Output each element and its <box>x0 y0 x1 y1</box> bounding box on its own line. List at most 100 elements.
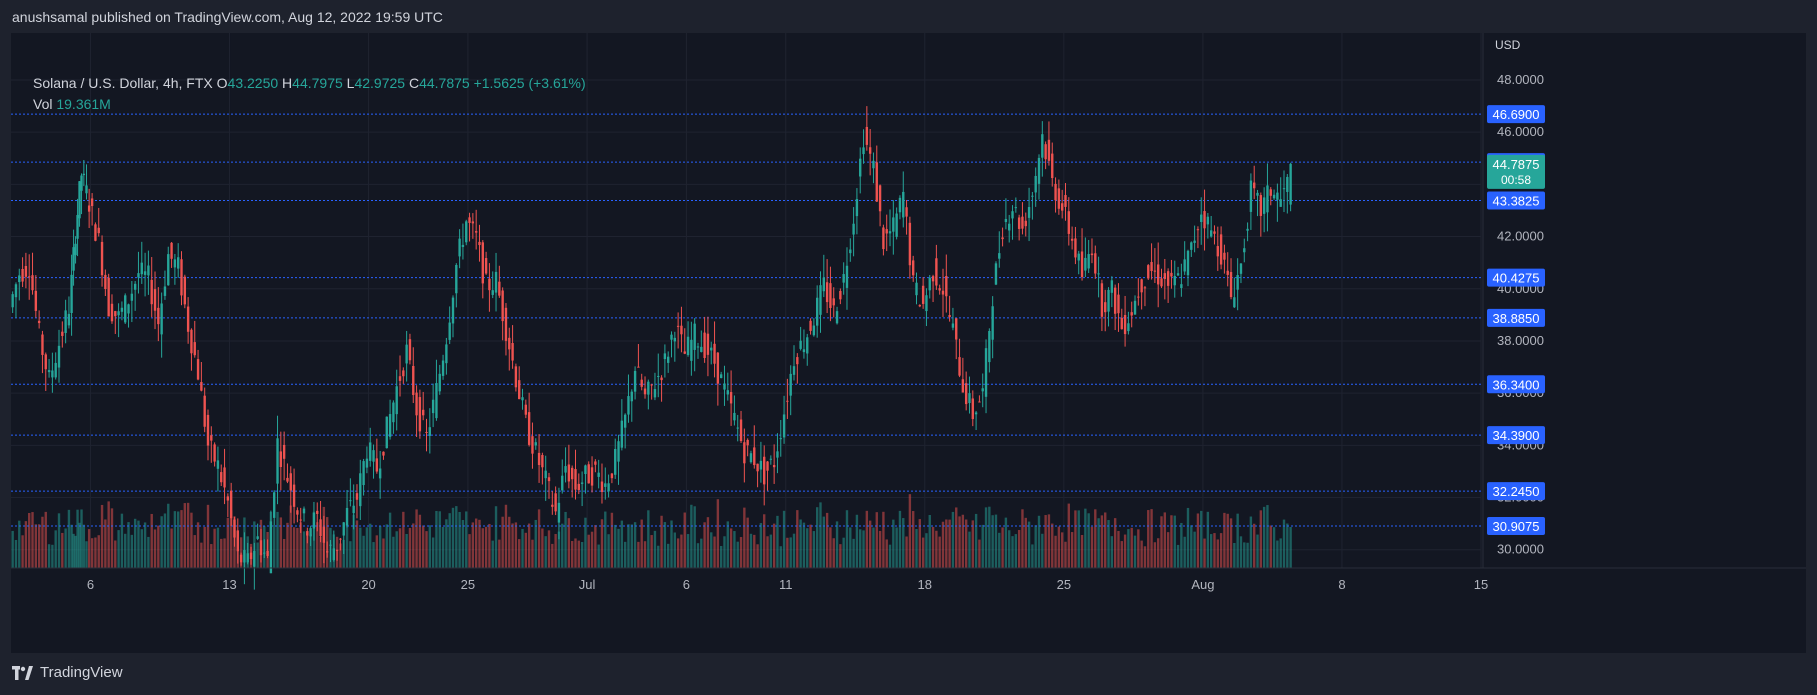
candle-body <box>637 366 640 368</box>
volume-bar <box>1236 513 1239 568</box>
volume-bar <box>398 528 402 568</box>
chart-frame[interactable]: USD30.000032.000034.000036.000038.000040… <box>11 33 1806 653</box>
candle-body <box>1282 188 1286 190</box>
chart-canvas[interactable]: USD30.000032.000034.000036.000038.000040… <box>11 33 1806 653</box>
volume-value: 19.361M <box>56 96 111 112</box>
candle-body <box>289 473 292 491</box>
volume-bar <box>1120 541 1123 568</box>
y-tick-label: 38.0000 <box>1497 333 1544 348</box>
candle-body <box>78 181 81 219</box>
candle-body <box>998 253 1001 259</box>
volume-bar <box>1031 544 1034 568</box>
level-badge <box>1487 191 1545 210</box>
candle-body <box>1170 272 1173 277</box>
candle-body <box>302 508 306 514</box>
candle-body <box>422 409 425 416</box>
volume-bar <box>1060 532 1064 568</box>
volume-bar <box>100 504 104 568</box>
candle-body <box>1219 234 1223 265</box>
candle-body <box>786 400 789 402</box>
volume-bar <box>786 537 789 568</box>
candle-body <box>1180 284 1183 288</box>
volume-bar <box>206 504 210 568</box>
volume-bar <box>1289 526 1292 568</box>
candle-body <box>792 366 796 375</box>
volume-bar <box>614 524 617 568</box>
volume-bar <box>1147 510 1150 568</box>
volume-bar <box>378 525 382 568</box>
candle-body <box>405 344 408 364</box>
volume-bar <box>501 516 504 568</box>
volume-bar <box>1190 525 1193 568</box>
candle-body <box>885 229 888 234</box>
candle-body <box>1113 287 1117 314</box>
volume-bar <box>1008 530 1011 568</box>
candle-body <box>170 242 173 259</box>
candle-body <box>633 370 637 392</box>
volume-bar <box>865 510 869 568</box>
candle-body <box>806 337 809 354</box>
candle-body <box>392 402 395 423</box>
volume-bar <box>355 520 359 568</box>
candle-body <box>1143 287 1147 289</box>
candle-body <box>537 452 541 465</box>
volume-bar <box>1150 509 1153 568</box>
candle-body <box>941 290 945 295</box>
volume-bar <box>74 535 77 568</box>
candle-body <box>925 295 928 312</box>
candle-body <box>1123 315 1127 335</box>
volume-bar <box>352 514 355 568</box>
candle-body <box>541 455 544 468</box>
volume-bar <box>726 521 729 568</box>
volume-bar <box>663 522 667 568</box>
grid <box>11 33 1482 568</box>
volume-bar <box>422 525 425 568</box>
volume-bar <box>465 511 468 568</box>
candle-body <box>577 483 580 491</box>
candle-body <box>895 213 898 237</box>
candle-body <box>352 505 355 514</box>
candle-body <box>521 397 524 401</box>
candle-body <box>643 388 647 395</box>
candle-body <box>494 271 498 293</box>
candle-body <box>64 310 67 333</box>
candle-body <box>458 238 461 257</box>
volume-bar <box>1163 512 1167 568</box>
candle-body <box>759 460 763 470</box>
tradingview-logo[interactable]: TradingView <box>12 664 123 681</box>
candle-body <box>723 383 726 390</box>
volume-bar <box>494 506 498 568</box>
volume-bar <box>34 524 38 568</box>
volume-bar <box>133 518 137 568</box>
candle-body <box>229 490 233 519</box>
symbol-name: Solana / U.S. Dollar, 4h, FTX <box>33 75 213 91</box>
currency-label: USD <box>1495 38 1521 52</box>
candle-body <box>286 477 289 482</box>
candle-body <box>1286 176 1289 192</box>
candle-body <box>527 412 531 445</box>
candle-body <box>1213 231 1216 234</box>
level-lines <box>11 113 1481 527</box>
candle-body <box>1206 216 1210 225</box>
candle-body <box>1239 263 1243 274</box>
volume-bar <box>710 532 713 568</box>
volume-bar <box>610 512 614 568</box>
volume-bar <box>1193 531 1196 568</box>
candle-body <box>1276 192 1279 200</box>
candle-body <box>163 286 167 296</box>
candle-body <box>1166 271 1170 286</box>
volume-bar <box>498 539 501 568</box>
volume-bar <box>521 528 524 568</box>
volume-bar <box>216 527 220 568</box>
volume-bar <box>1094 509 1097 568</box>
candle-body <box>498 281 501 296</box>
candle-body <box>1047 139 1051 161</box>
volume-bar <box>819 502 822 568</box>
candle-body <box>34 290 38 311</box>
candle-body <box>753 447 756 466</box>
volume-bar <box>190 512 193 568</box>
candle-body <box>1200 214 1203 222</box>
candle-body <box>100 241 104 276</box>
candle-body <box>594 461 597 465</box>
volume-bar <box>1123 534 1127 568</box>
